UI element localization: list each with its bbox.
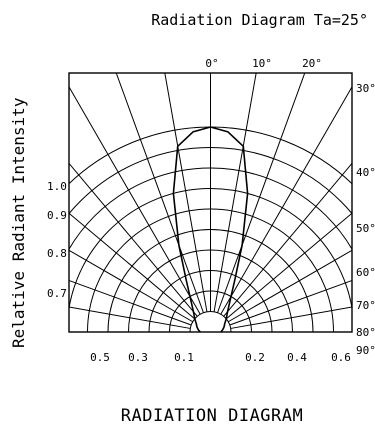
right-angle-label: 80° [356, 326, 375, 339]
angle-line-right-40 [223, 162, 352, 317]
bottom-intensity-labels: 0.5 0.3 0.1 0.2 0.4 0.6 [90, 351, 351, 364]
angle-line-right-30 [220, 85, 352, 315]
intensity-grid-arcs [69, 126, 352, 332]
left-intensity-label: 0.9 [47, 209, 67, 222]
intensity-arc-0.3 [148, 270, 273, 332]
bottom-intensity-label: 0.5 [90, 351, 110, 364]
top-angle-labels: 0° 10° 20° [205, 57, 322, 70]
top-angle-label: 0° [205, 57, 218, 70]
bottom-intensity-label: 0.1 [174, 351, 194, 364]
chart-plot-area [68, 72, 353, 333]
left-intensity-label: 0.8 [47, 247, 67, 260]
right-angle-label: 50° [356, 222, 375, 235]
top-angle-label: 10° [252, 57, 272, 70]
angle-line-left-20 [115, 73, 204, 313]
angle-line-right-70 [229, 279, 352, 326]
bottom-intensity-label: 0.6 [331, 351, 351, 364]
angle-line-right-50 [225, 212, 352, 320]
intensity-arc-0.7 [69, 188, 352, 312]
angle-line-left-10 [164, 73, 208, 312]
right-angle-label: 70° [356, 299, 375, 312]
diagram-caption: RADIATION DIAGRAM [121, 406, 304, 426]
bottom-intensity-label: 0.3 [128, 351, 148, 364]
angle-line-right-60 [228, 249, 352, 323]
radiation-pattern-curve [172, 126, 249, 332]
intensity-arc-0.4 [128, 249, 293, 332]
angle-line-left-30 [69, 85, 201, 315]
intensity-arc-0.9 [69, 147, 352, 215]
right-angle-label: 60° [356, 266, 375, 279]
angle-grid-lines [69, 73, 352, 332]
intensity-arc-0.6 [87, 208, 334, 332]
intensity-arc-0.1 [189, 311, 232, 332]
angle-line-left-60 [69, 249, 193, 323]
intensity-arc-0.2 [169, 290, 252, 332]
right-angle-label: 90° [356, 344, 375, 357]
angle-line-right-10 [213, 73, 257, 312]
top-angle-label: 20° [302, 57, 322, 70]
bottom-intensity-label: 0.2 [245, 351, 265, 364]
angle-line-left-70 [69, 279, 192, 326]
left-intensity-labels: 1.0 0.9 0.8 0.7 [47, 180, 67, 300]
intensity-arc-0.8 [69, 167, 352, 251]
right-angle-label: 40° [356, 166, 375, 179]
right-angle-label: 30° [356, 82, 375, 95]
y-axis-label: Relative Radiant Intensity [9, 97, 28, 348]
chart-title: Radiation Diagram Ta=25° [151, 11, 368, 29]
pattern-curve-line [172, 126, 249, 332]
angle-line-left-50 [69, 212, 196, 320]
angle-line-left-40 [69, 162, 198, 317]
right-angle-labels: 30° 40° 50° 60° 70° 80° 90° [356, 82, 375, 357]
angle-line-right-80 [230, 306, 352, 329]
left-intensity-label: 1.0 [47, 180, 67, 193]
angle-line-left-80 [69, 306, 191, 329]
left-intensity-label: 0.7 [47, 287, 67, 300]
bottom-intensity-label: 0.4 [287, 351, 307, 364]
intensity-arc-0.5 [107, 229, 314, 332]
angle-line-right-20 [217, 73, 306, 313]
